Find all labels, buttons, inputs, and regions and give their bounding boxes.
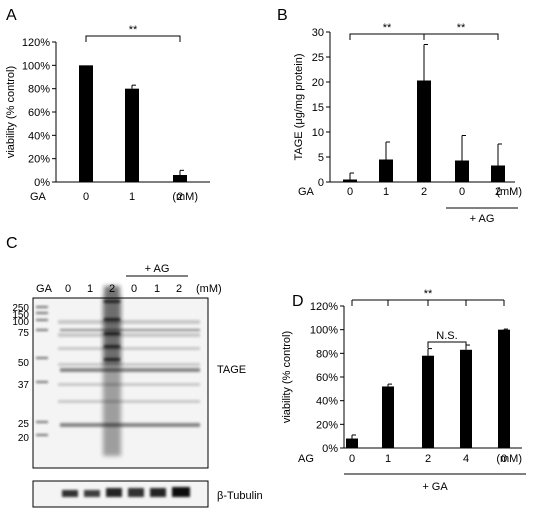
y-tick-label: 40% — [28, 130, 50, 142]
y-axis-label: viability (% control) — [5, 66, 17, 158]
bar — [491, 165, 505, 182]
bar — [455, 160, 469, 182]
bar — [343, 179, 357, 182]
bar — [79, 65, 93, 182]
y-tick-label: 20 — [312, 77, 324, 89]
blot-lane-label: 0 — [65, 283, 71, 295]
group-label: + AG — [470, 213, 495, 225]
y-tick-label: 0% — [322, 443, 338, 455]
x-tick-label: 0 — [83, 191, 89, 203]
y-tick-label: 25 — [312, 52, 324, 64]
x-tick-label: 0 — [459, 186, 465, 198]
x-tick-label: 0 — [349, 453, 355, 465]
marker-label: 25 — [18, 419, 30, 430]
marker-label: 150 — [12, 310, 29, 321]
marker-label: 50 — [18, 358, 30, 369]
y-tick-label: 80% — [316, 348, 338, 360]
blot-unit-label: (mM) — [196, 283, 222, 295]
x-prefix-label: GA — [298, 186, 315, 198]
bar — [379, 159, 393, 182]
bar — [417, 80, 431, 182]
blot-lane-label: 0 — [131, 283, 137, 295]
blot-lane-label: 1 — [87, 283, 93, 295]
significance-bracket — [85, 35, 181, 42]
y-tick-label: 0 — [318, 177, 324, 189]
y-tick-label: 100% — [22, 60, 50, 72]
y-tick-label: 120% — [22, 37, 50, 49]
bar — [346, 438, 358, 448]
blot-lane-label: 2 — [176, 283, 182, 295]
significance-label: ** — [129, 24, 138, 36]
y-tick-label: 10 — [312, 127, 324, 139]
significance-bracket — [427, 341, 467, 348]
x-tick-label: 2 — [177, 191, 183, 203]
bar — [382, 386, 394, 448]
significance-label: N.S. — [436, 330, 457, 342]
x-tick-label: 1 — [383, 186, 389, 198]
y-tick-label: 20% — [316, 419, 338, 431]
x-tick-label: 2 — [495, 186, 501, 198]
x-tick-label: 1 — [129, 191, 135, 203]
tubulin-label: β-Tubulin — [217, 490, 263, 502]
x-tick-label: 1 — [385, 453, 391, 465]
panel-letter-d: D — [292, 293, 304, 310]
marker-label: 250 — [12, 303, 29, 314]
x-prefix-label: AG — [298, 453, 314, 465]
x-tick-label: 2 — [421, 186, 427, 198]
x-tick-label: 2 — [425, 453, 431, 465]
x-unit-label: (mM) — [496, 453, 522, 465]
y-tick-label: 0% — [34, 177, 50, 189]
y-tick-label: 80% — [28, 84, 50, 96]
bar — [498, 329, 510, 448]
significance-bracket — [423, 33, 499, 40]
marker-label: 37 — [18, 380, 30, 391]
significance-label: ** — [383, 22, 392, 34]
group-label: + GA — [422, 481, 448, 493]
bar — [173, 175, 187, 182]
y-tick-label: 15 — [312, 102, 324, 114]
x-unit-label: (mM) — [172, 191, 198, 203]
chart-viability-ag: 0% 20% 40% 60% 80% 100% 120% viability (% contr… — [281, 288, 526, 493]
chart-viability-ga: 0% 20% 40% 60% 80% 100% 120% viability (% contr… — [5, 24, 210, 203]
marker-label: 20 — [18, 433, 30, 444]
y-tick-label: 60% — [316, 372, 338, 384]
tage-blot-bands — [36, 286, 200, 456]
x-prefix-label: GA — [30, 191, 47, 203]
significance-label: ** — [457, 22, 466, 34]
x-tick-label: 0 — [347, 186, 353, 198]
tubulin-bands — [62, 487, 190, 497]
panel-letter-a: A — [6, 7, 17, 24]
marker-label: 75 — [18, 328, 30, 339]
y-tick-label: 30 — [312, 27, 324, 39]
bar — [125, 88, 139, 182]
y-tick-label: 20% — [28, 154, 50, 166]
y-tick-label: 5 — [318, 152, 324, 164]
y-axis-label: TAGE (μg/mg protein) — [293, 54, 305, 161]
bar — [422, 355, 434, 448]
significance-label: ** — [424, 288, 433, 300]
panel-letter-c: C — [6, 235, 18, 252]
bar — [460, 349, 472, 448]
panel-letter-b: B — [277, 7, 288, 24]
blot-group-label: + AG — [145, 263, 170, 275]
marker-label: 100 — [12, 317, 29, 328]
x-tick-label: 0 — [501, 453, 507, 465]
y-axis-label: viability (% control) — [281, 331, 293, 423]
x-tick-label: 4 — [463, 453, 469, 465]
y-tick-label: 60% — [28, 107, 50, 119]
blot-lane-label: 1 — [154, 283, 160, 295]
blot-lane-label: GA — [36, 283, 53, 295]
significance-bracket — [349, 33, 425, 40]
tage-label: TAGE — [217, 364, 246, 376]
x-unit-label: (mM) — [496, 186, 522, 198]
y-tick-label: 120% — [310, 301, 338, 313]
y-tick-label: 100% — [310, 325, 338, 337]
y-tick-label: 40% — [316, 396, 338, 408]
